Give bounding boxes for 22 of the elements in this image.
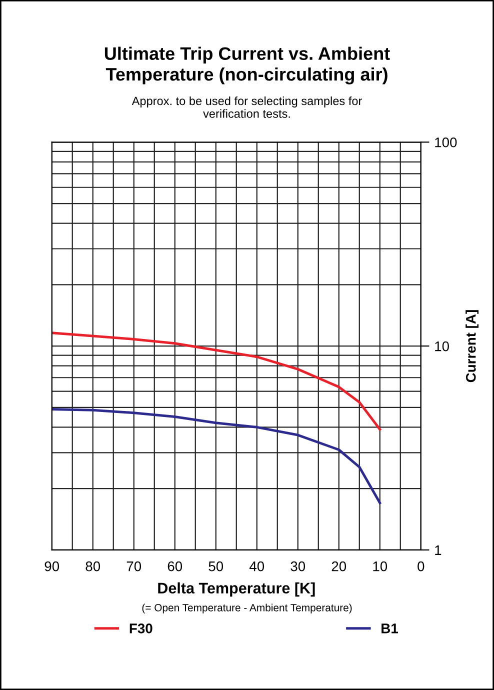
y-tick-label: 10	[435, 341, 449, 352]
x-tick-label: 40	[249, 561, 264, 572]
x-tick-label: 50	[208, 561, 224, 572]
y-tick-label: 100	[435, 137, 457, 148]
y-axis-title: Current [A]	[466, 310, 479, 382]
x-tick-label: 80	[86, 561, 100, 572]
x-tick-label: 60	[168, 561, 182, 572]
x-tick-label: 0	[418, 561, 424, 572]
x-tick-label: 20	[332, 561, 346, 572]
legend-label: B1	[382, 624, 398, 634]
chart-title: Ultimate Trip Current vs. Ambient Temperature (non-circulating air)	[104, 46, 390, 84]
line-series	[52, 332, 382, 431]
x-tick-label: 90	[44, 561, 60, 572]
text: (= Open Temperature - Ambient Temperature)	[142, 604, 352, 614]
x-tick-label: 70	[126, 561, 142, 572]
chart-subtitle: Approx. to be used for selecting samples for verification tests.	[132, 96, 362, 118]
x-tick-label: 30	[290, 561, 306, 572]
x-tick-label: 10	[373, 561, 388, 572]
legend-label: F30	[130, 624, 152, 634]
y-tick-label: 1	[435, 545, 442, 555]
line-series	[52, 408, 382, 504]
x-axis-title: Delta Temperature [K]	[158, 582, 315, 597]
